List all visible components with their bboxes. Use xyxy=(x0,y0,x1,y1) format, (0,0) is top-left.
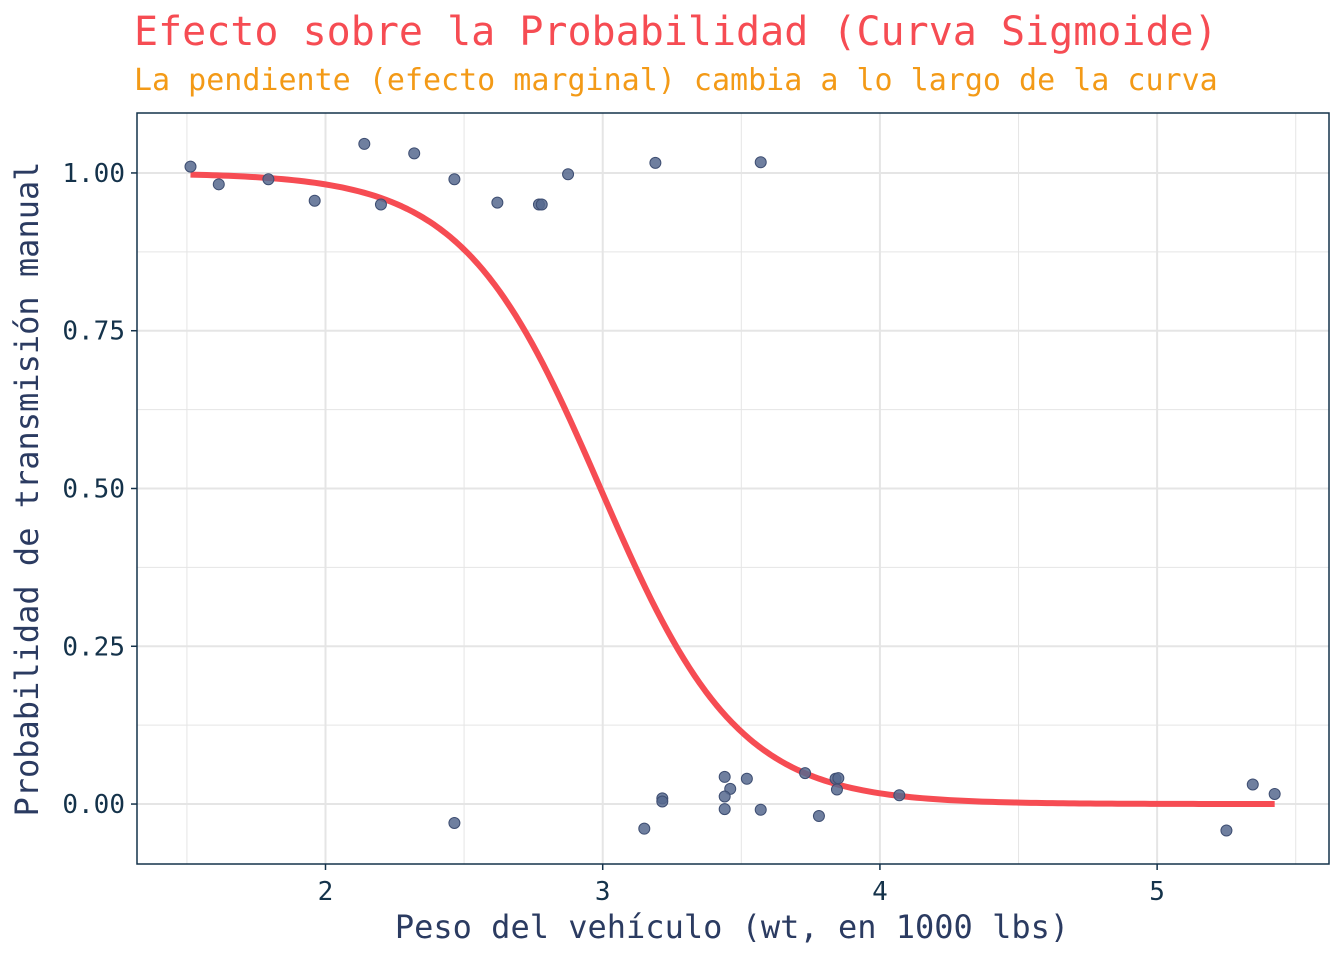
data-point xyxy=(448,816,461,829)
data-point xyxy=(491,196,504,209)
data-point xyxy=(1220,824,1233,837)
x-axis-ticks: 2 3 4 5 xyxy=(318,864,1165,907)
data-point xyxy=(358,137,371,150)
x-tick-label: 4 xyxy=(872,877,888,907)
data-point xyxy=(718,770,731,783)
data-point xyxy=(535,198,548,211)
data-point xyxy=(1246,778,1259,791)
x-axis-title: Peso del vehículo (wt, en 1000 lbs) xyxy=(395,908,1069,946)
data-point xyxy=(448,173,461,186)
data-point xyxy=(830,783,843,796)
data-point xyxy=(638,822,651,835)
major-gridlines xyxy=(137,113,1329,864)
chart-subtitle: La pendiente (efecto marginal) cambia a … xyxy=(134,63,1218,98)
data-point xyxy=(374,198,387,211)
data-point xyxy=(832,772,845,785)
x-tick-label: 5 xyxy=(1149,877,1165,907)
data-point xyxy=(740,772,753,785)
data-point xyxy=(718,803,731,816)
x-tick-label: 3 xyxy=(595,877,611,907)
y-axis-ticks: 0.00 0.25 0.50 0.75 1.00 xyxy=(62,159,137,820)
x-tick-label: 2 xyxy=(318,877,334,907)
data-point xyxy=(1268,787,1281,800)
chart-title: Efecto sobre la Probabilidad (Curva Sigm… xyxy=(134,9,1218,55)
data-point xyxy=(754,156,767,169)
data-point xyxy=(262,173,275,186)
data-point xyxy=(754,803,767,816)
data-point xyxy=(799,767,812,780)
data-point xyxy=(718,790,731,803)
data-point xyxy=(812,810,825,823)
data-points-layer xyxy=(184,137,1281,837)
y-tick-label: 0.50 xyxy=(62,475,125,505)
data-point xyxy=(308,194,321,207)
y-tick-label: 0.25 xyxy=(62,632,125,662)
data-point xyxy=(562,168,575,181)
y-tick-label: 1.00 xyxy=(62,159,125,189)
sigmoid-curve-layer xyxy=(190,171,1275,808)
data-point xyxy=(212,178,225,191)
data-point xyxy=(184,160,197,173)
data-point xyxy=(408,147,421,160)
y-axis-title: Probabilidad de transmisión manual xyxy=(8,161,46,816)
y-tick-label: 0.75 xyxy=(62,317,125,347)
data-point xyxy=(649,156,662,169)
sigmoid-curve xyxy=(190,171,1275,808)
data-point xyxy=(656,795,669,808)
data-point xyxy=(893,789,906,802)
y-tick-label: 0.00 xyxy=(62,790,125,820)
